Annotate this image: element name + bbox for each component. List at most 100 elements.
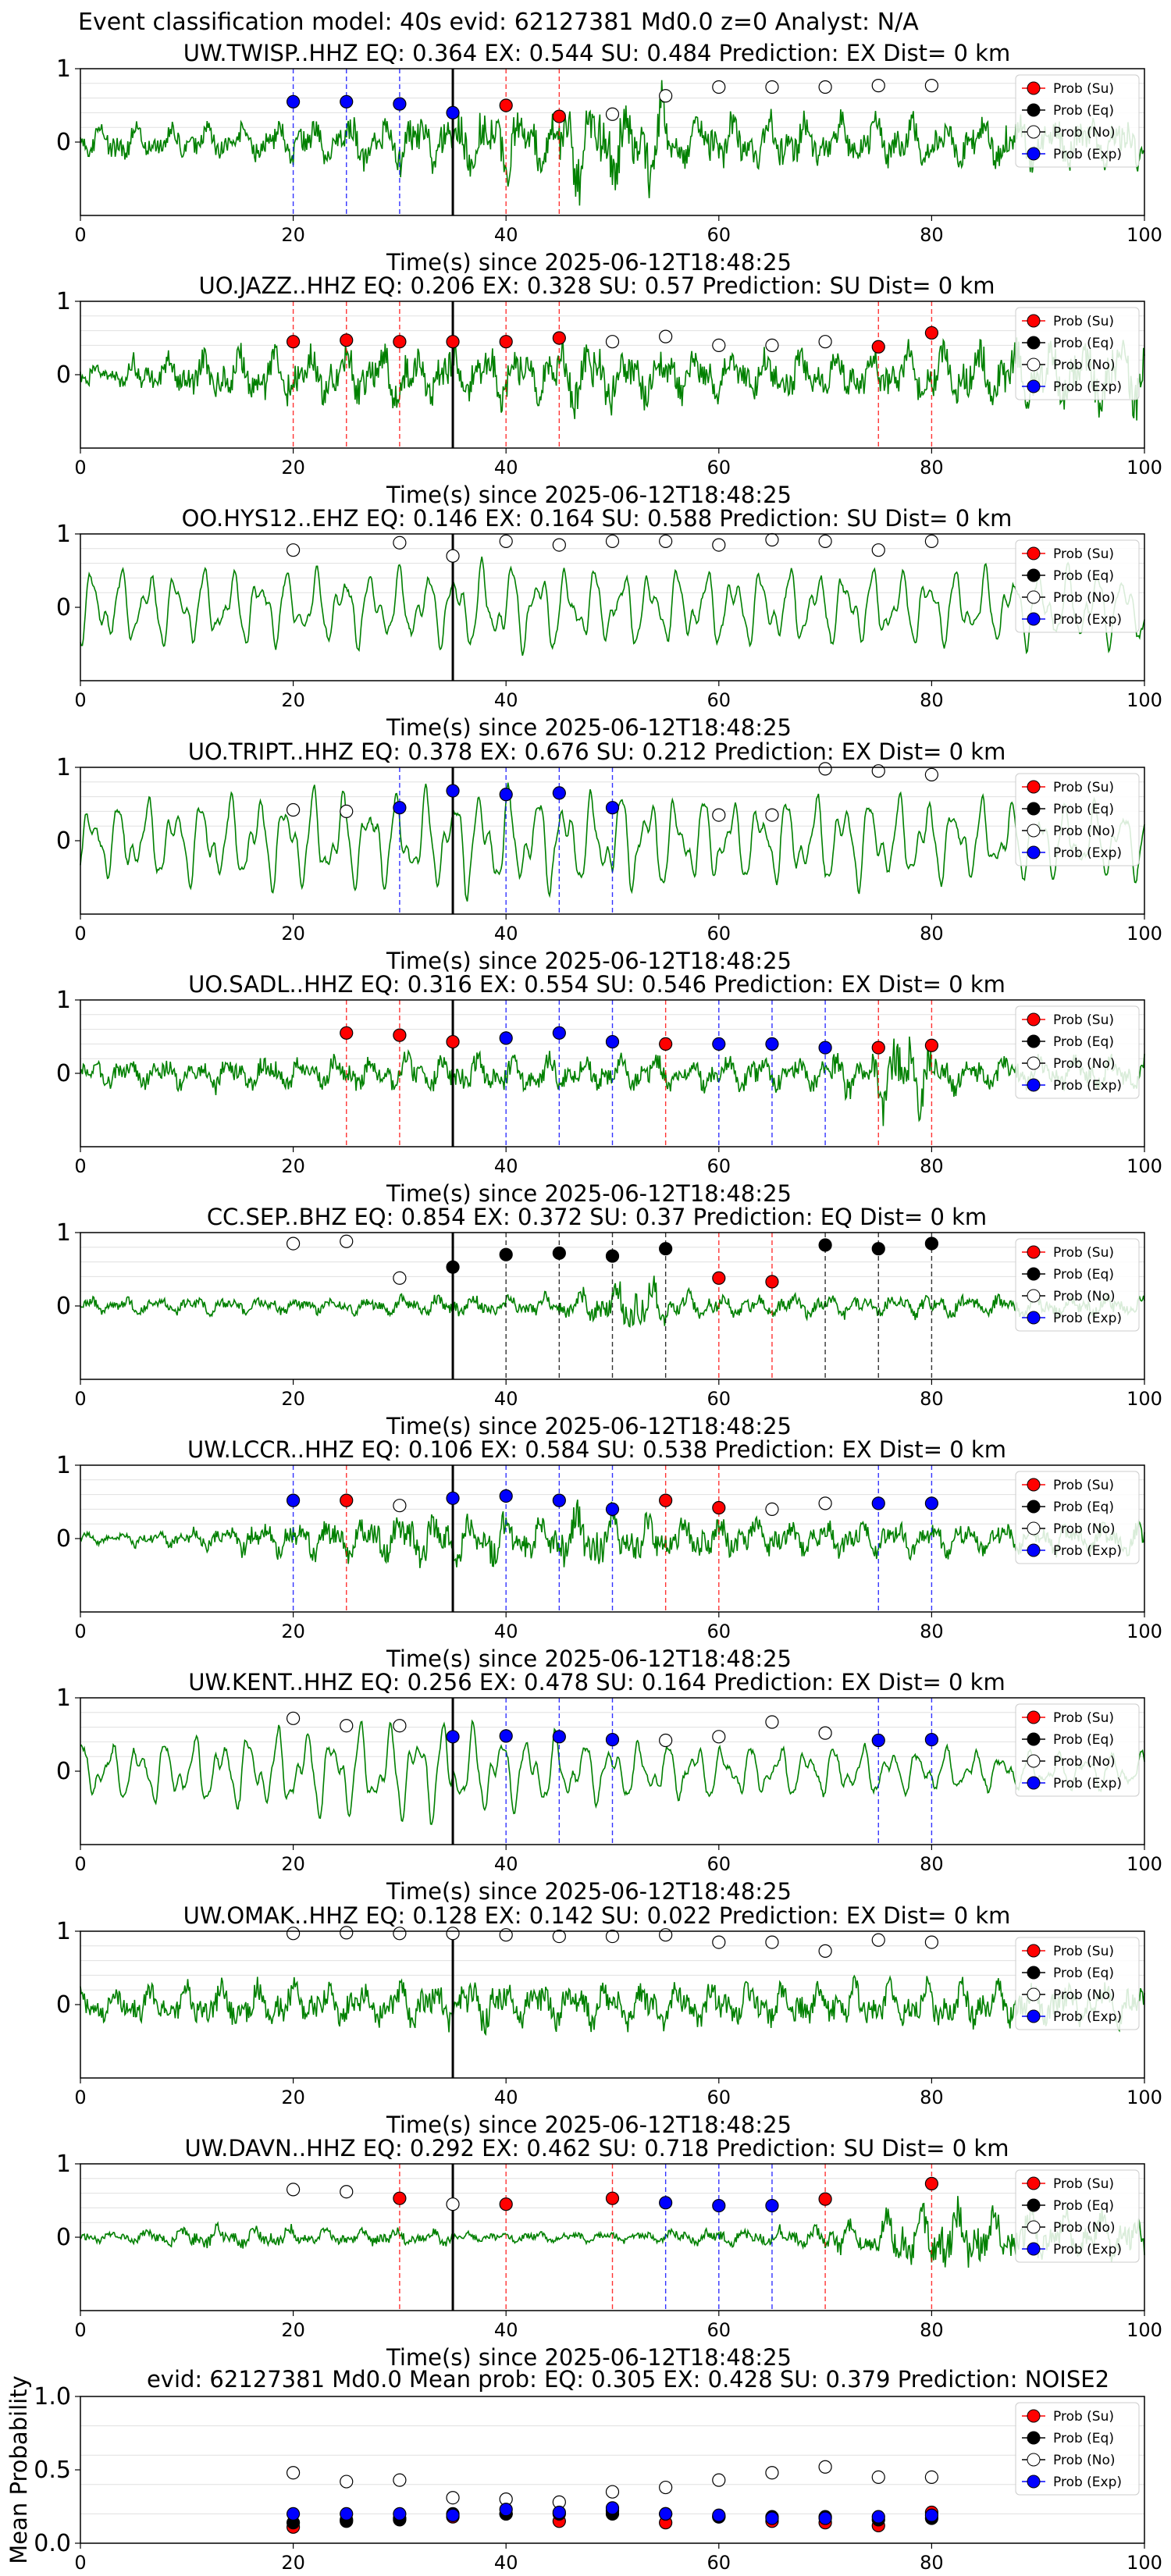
probability-marker <box>712 1271 726 1285</box>
probability-marker <box>871 1933 885 1947</box>
waveform-trace <box>80 80 1145 206</box>
x-tick-label: 0 <box>74 224 86 246</box>
y-tick-label: 0 <box>56 1060 71 1087</box>
x-axis-label: Time(s) since 2025-06-12T18:48:25 <box>386 1180 792 1207</box>
mean-probability-marker <box>712 2508 726 2522</box>
probability-marker <box>659 89 673 103</box>
probability-marker <box>287 543 301 557</box>
waveform-panel: UW.OMAK..HHZ EQ: 0.128 EX: 0.142 SU: 0.0… <box>56 1902 1162 2138</box>
legend-label: Prob (No) <box>1053 1289 1116 1304</box>
probability-marker <box>552 1730 566 1744</box>
legend-marker <box>1027 546 1041 560</box>
x-tick-label: 80 <box>920 457 944 479</box>
probability-marker <box>340 1026 354 1040</box>
legend-marker <box>1027 1056 1041 1070</box>
mean-probability-marker <box>712 2473 726 2487</box>
legend-box <box>1015 307 1140 400</box>
legend-marker <box>1027 824 1041 838</box>
legend-label: Prob (Exp) <box>1053 1776 1122 1791</box>
probability-marker <box>818 1726 832 1740</box>
x-tick-label: 0 <box>74 2087 86 2108</box>
legend-label: Prob (Su) <box>1053 546 1114 562</box>
x-tick-label: 100 <box>1127 224 1162 246</box>
legend-label: Prob (Su) <box>1053 780 1114 795</box>
probability-marker <box>552 1026 566 1040</box>
legend-marker <box>1027 1710 1041 1724</box>
x-axis-label: Time(s) since 2025-06-12T18:48:25 <box>386 2344 792 2371</box>
waveform-trace <box>80 1719 1145 1826</box>
legend-marker <box>1027 1732 1041 1746</box>
mean-probability-marker <box>765 2466 779 2480</box>
x-tick-label: 0 <box>74 1853 86 1875</box>
x-tick-label: 80 <box>920 1853 944 1875</box>
y-tick-label: 1 <box>56 288 71 315</box>
x-tick-label: 40 <box>494 1155 518 1177</box>
x-tick-label: 40 <box>494 2087 518 2108</box>
probability-marker <box>499 534 513 549</box>
legend-box <box>1015 1471 1140 1564</box>
panel-title: UO.JAZZ..HHZ EQ: 0.206 EX: 0.328 SU: 0.5… <box>198 272 995 299</box>
probability-marker <box>871 1496 885 1510</box>
probability-marker <box>499 1729 513 1743</box>
legend-marker <box>1027 1500 1041 1514</box>
x-tick-label: 100 <box>1127 1155 1162 1177</box>
legend-label: Prob (Exp) <box>1053 1078 1122 1094</box>
legend-box <box>1015 1238 1140 1332</box>
mean-probability-marker <box>446 2508 460 2522</box>
probability-marker <box>871 340 885 354</box>
mean-probability-marker <box>659 2507 673 2521</box>
legend-marker <box>1027 1078 1041 1092</box>
probability-marker <box>659 1037 673 1051</box>
x-tick-label: 80 <box>920 1388 944 1410</box>
x-tick-label: 80 <box>920 2087 944 2108</box>
x-tick-label: 100 <box>1127 2087 1162 2108</box>
mean-probability-marker <box>659 2480 673 2495</box>
legend-marker <box>1027 2198 1041 2212</box>
legend-marker <box>1027 568 1041 582</box>
x-tick-label: 20 <box>281 1621 305 1642</box>
probability-marker <box>287 1927 301 1941</box>
legend-marker <box>1027 590 1041 604</box>
probability-marker <box>818 1041 832 1055</box>
x-tick-label: 40 <box>494 2319 518 2341</box>
panels-container: UW.TWISP..HHZ EQ: 0.364 EX: 0.544 SU: 0.… <box>5 40 1162 2574</box>
probability-marker <box>924 2176 939 2190</box>
legend-label: Prob (No) <box>1053 2220 1116 2236</box>
y-axis-label: Mean Probability <box>5 2375 32 2564</box>
probability-marker <box>659 1928 673 1942</box>
probability-marker <box>499 1031 513 1045</box>
x-tick-label: 20 <box>281 923 305 945</box>
legend-label: Prob (Su) <box>1053 1478 1114 1493</box>
legend-label: Prob (Eq) <box>1053 2198 1114 2214</box>
probability-marker <box>446 2197 460 2211</box>
x-tick-label: 0 <box>74 1155 86 1177</box>
legend-marker <box>1027 81 1041 95</box>
x-tick-label: 20 <box>281 224 305 246</box>
legend-label: Prob (No) <box>1053 1056 1116 1072</box>
legend-marker <box>1027 2009 1041 2023</box>
probability-marker <box>552 331 566 345</box>
legend-marker <box>1027 2431 1041 2445</box>
probability-marker <box>287 1236 301 1251</box>
x-axis-label: Time(s) since 2025-06-12T18:48:25 <box>386 1878 792 1905</box>
probability-marker <box>871 543 885 557</box>
x-tick-label: 80 <box>920 2319 944 2341</box>
x-tick-label: 100 <box>1127 689 1162 711</box>
waveform-panel: UO.TRIPT..HHZ EQ: 0.378 EX: 0.676 SU: 0.… <box>56 738 1162 974</box>
x-tick-label: 100 <box>1127 923 1162 945</box>
waveform-panel: UW.KENT..HHZ EQ: 0.256 EX: 0.478 SU: 0.1… <box>56 1669 1162 1905</box>
probability-marker <box>446 549 460 563</box>
probability-marker <box>340 1926 354 1940</box>
legend-marker <box>1027 1267 1041 1281</box>
x-tick-label: 60 <box>707 1621 731 1642</box>
probability-marker <box>924 1732 939 1747</box>
y-tick-label: 1 <box>56 55 71 83</box>
y-tick-label: 0 <box>56 1758 71 1785</box>
y-tick-label: 1 <box>56 1452 71 1479</box>
legend-box <box>1015 1703 1140 1797</box>
legend-label: Prob (Su) <box>1053 314 1114 329</box>
probability-marker <box>659 534 673 549</box>
x-tick-label: 80 <box>920 1155 944 1177</box>
legend-marker <box>1027 1754 1041 1768</box>
waveform-trace <box>80 556 1145 656</box>
